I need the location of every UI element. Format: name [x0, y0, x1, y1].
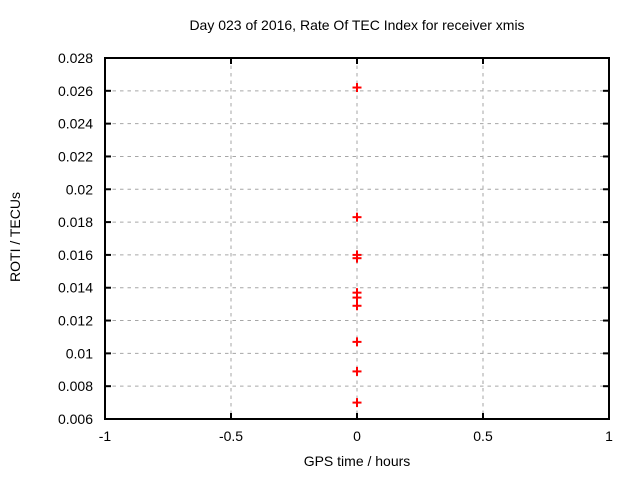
y-tick-label: 0.028 [58, 50, 93, 66]
y-tick-label: 0.024 [58, 116, 93, 132]
y-axis-label: ROTI / TECUs [7, 192, 23, 282]
y-tick-label: 0.026 [58, 83, 93, 99]
y-tick-label: 0.012 [58, 313, 93, 329]
y-tick-label: 0.02 [66, 181, 93, 197]
x-tick-label: 0.5 [473, 428, 493, 444]
x-tick-label: -1 [99, 428, 112, 444]
y-tick-label: 0.016 [58, 247, 93, 263]
y-tick-label: 0.022 [58, 148, 93, 164]
x-axis-label: GPS time / hours [303, 453, 411, 469]
y-tick-label: 0.006 [58, 411, 93, 427]
y-tick-label: 0.014 [58, 280, 93, 296]
chart-title: Day 023 of 2016, Rate Of TEC Index for r… [189, 17, 525, 33]
y-tick-label: 0.018 [58, 214, 93, 230]
x-tick-label: 0 [353, 428, 361, 444]
x-tick-label: -0.5 [219, 428, 243, 444]
x-tick-label: 1 [605, 428, 613, 444]
y-tick-label: 0.008 [58, 378, 93, 394]
y-tick-label: 0.01 [66, 345, 93, 361]
